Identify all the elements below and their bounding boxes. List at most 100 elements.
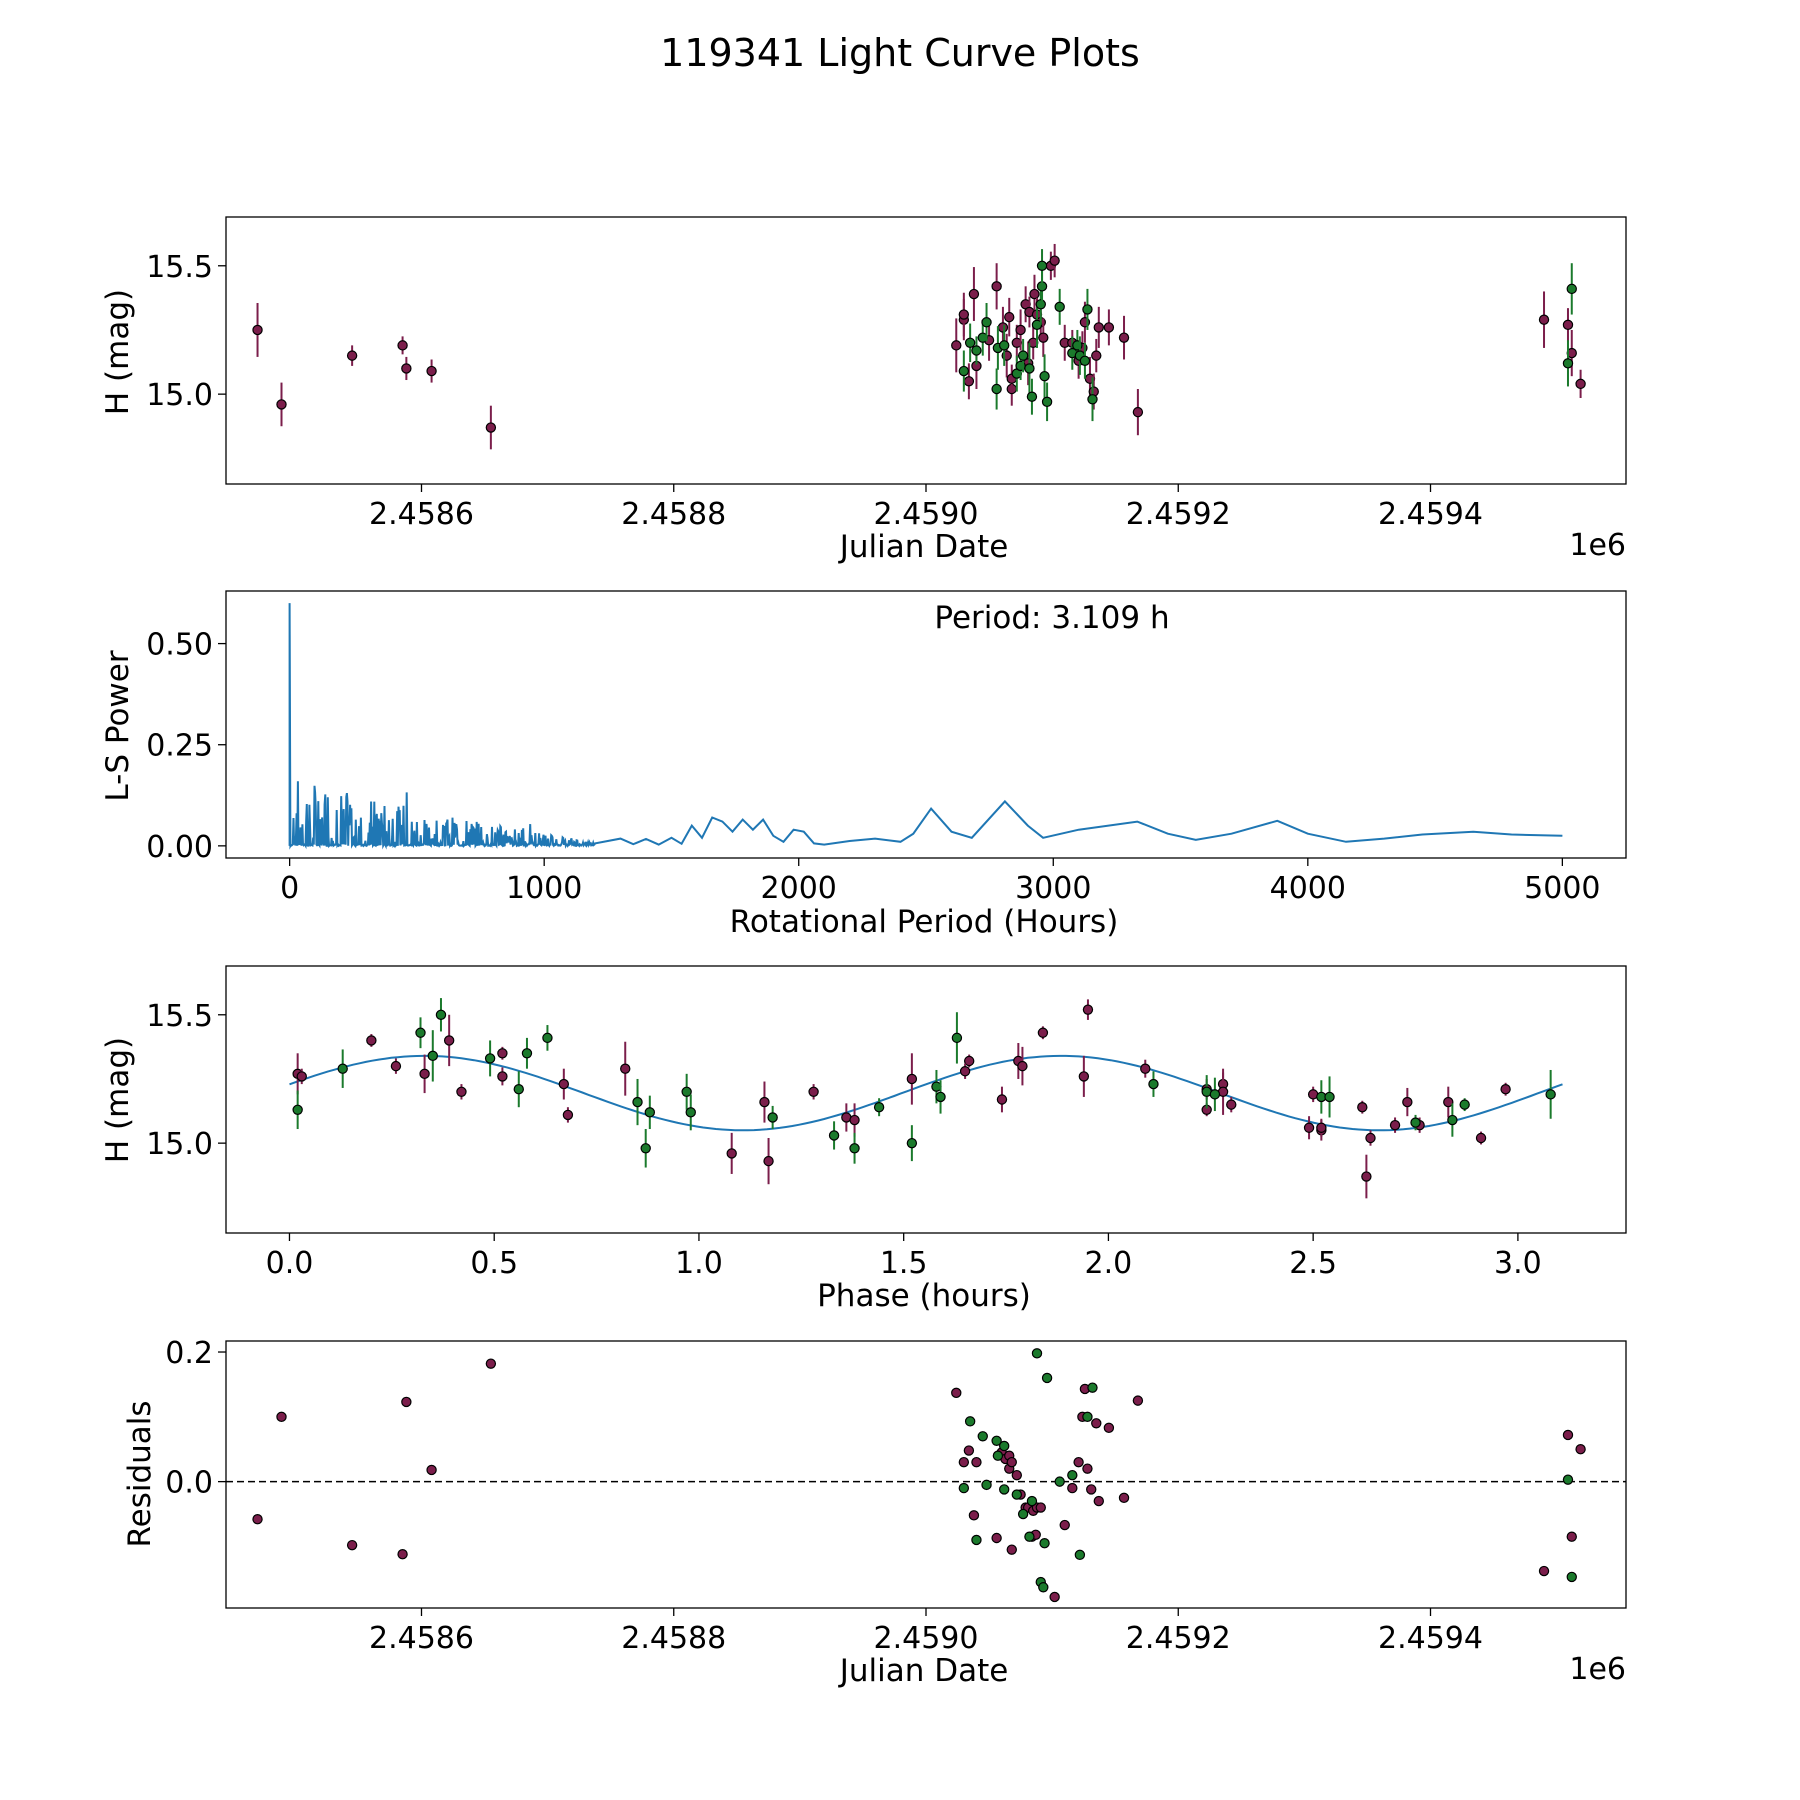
data-point-r (1015, 324, 1026, 336)
data-point-g (685, 1107, 696, 1118)
lightcurve-frame (225, 216, 1627, 485)
data-point-g (1566, 283, 1577, 295)
x-tick-label: 3000 (1015, 871, 1091, 906)
data-point-g (998, 1440, 1010, 1452)
data-point-r (1103, 1422, 1115, 1434)
data-point-r (759, 1096, 770, 1108)
data-point-r (1091, 1418, 1102, 1429)
data-point-g (1038, 1582, 1049, 1593)
data-point-g (435, 1009, 447, 1020)
data-point-r (726, 1148, 737, 1159)
x-tick-label: 1000 (506, 871, 582, 906)
data-point-r (1029, 288, 1040, 300)
data-point-g (337, 1063, 348, 1074)
x-tick-label: 2.4590 (874, 497, 979, 532)
data-point-r (958, 309, 970, 320)
data-point-r (1575, 378, 1586, 390)
periodogram-frame (225, 590, 1627, 859)
data-point-g (1036, 281, 1048, 292)
panel-phased: H (mag) Phase (hours) 0.0 0.5 1.0 1.5 2.0 2.5… (100, 965, 1627, 1314)
y-tick-label: 15.5 (146, 999, 213, 1034)
data-point-r (1357, 1102, 1368, 1113)
data-point-r (951, 1387, 962, 1399)
lightcurve-ticks: 2.4586 2.4588 2.4590 2.4592 2.4594 15.0 15.5 (146, 250, 1483, 532)
x-tick-label: 4000 (1270, 871, 1346, 906)
data-point-g (849, 1143, 860, 1154)
data-point-g (1039, 1537, 1050, 1549)
y-tick-label: 0.00 (146, 830, 213, 865)
data-point-r (963, 1055, 975, 1067)
data-point-g (632, 1096, 643, 1108)
data-point-r (397, 1549, 408, 1560)
data-point-g (1562, 358, 1574, 369)
data-point-g (1079, 355, 1091, 366)
data-point-r (401, 363, 412, 374)
data-point-r (1073, 1456, 1084, 1468)
data-point-g (542, 1032, 553, 1044)
x-tick-label: 3.0 (1494, 1246, 1542, 1281)
data-point-r (997, 322, 1009, 333)
x-tick-label: 2.4590 (874, 1621, 979, 1656)
x-tick-label: 2.4586 (369, 497, 474, 532)
data-point-g (981, 317, 992, 328)
data-point-r (1086, 1484, 1097, 1495)
data-point-g (1067, 1469, 1078, 1481)
data-point-r (963, 376, 975, 387)
y-tick-label: 0.25 (146, 729, 213, 764)
residuals-ylabel: Residuals (122, 1400, 158, 1547)
data-point-g (513, 1084, 524, 1095)
phased-marks (289, 998, 1563, 1199)
data-point-g (977, 1431, 988, 1442)
data-point-r (1091, 350, 1102, 361)
data-point-r (443, 1035, 455, 1046)
data-point-r (346, 1539, 358, 1551)
x-tick-label: 2.4594 (1378, 497, 1483, 532)
data-point-g (1566, 1571, 1577, 1583)
x-tick-label: 1.0 (675, 1246, 723, 1281)
data-point-r (1132, 406, 1144, 418)
data-point-r (456, 1086, 467, 1097)
data-point-r (397, 340, 408, 351)
data-point-r (1049, 1591, 1060, 1603)
data-point-g (998, 340, 1010, 351)
x-tick-label: 2.4592 (1126, 497, 1231, 532)
data-point-g (1087, 394, 1098, 405)
data-point-g (828, 1130, 840, 1141)
period-annotation: Period: 3.109 h (934, 600, 1169, 636)
data-point-g (1024, 363, 1035, 374)
x-tick-label: 2.4594 (1378, 1621, 1483, 1656)
data-point-r (390, 1060, 402, 1072)
data-point-g (415, 1027, 426, 1038)
data-point-g (964, 337, 976, 348)
data-point-r (296, 1071, 307, 1082)
data-point-g (981, 1479, 992, 1491)
data-point-r (1402, 1096, 1413, 1108)
data-point-g (1017, 350, 1029, 361)
x-tick-label: 5000 (1524, 871, 1600, 906)
data-point-g (1447, 1114, 1458, 1126)
data-point-r (558, 1078, 570, 1090)
data-point-g (1036, 260, 1048, 271)
data-point-g (1031, 1348, 1043, 1359)
data-point-g (1017, 1508, 1029, 1520)
data-point-g (971, 345, 982, 356)
data-point-g (964, 1416, 976, 1427)
data-point-r (1140, 1063, 1151, 1074)
data-point-r (1361, 1171, 1372, 1182)
data-point-r (991, 1532, 1002, 1544)
x-tick-label: 2.4586 (369, 1621, 474, 1656)
data-point-r (763, 1155, 774, 1167)
x-tick-label: 2.5 (1289, 1246, 1337, 1281)
data-point-r (1059, 1519, 1070, 1531)
data-point-r (951, 340, 962, 351)
y-tick-label: 15.0 (146, 378, 213, 413)
data-point-r (1037, 1027, 1049, 1038)
data-point-g (1082, 1411, 1093, 1423)
residuals-marks (226, 1348, 1626, 1603)
data-point-r (906, 1073, 918, 1085)
data-point-r (1389, 1119, 1401, 1131)
data-point-r (1443, 1096, 1454, 1108)
model-curve (289, 1054, 1563, 1132)
data-point-r (1566, 1531, 1577, 1542)
